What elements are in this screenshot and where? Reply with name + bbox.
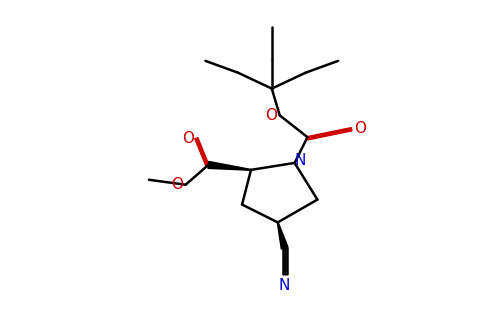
Polygon shape bbox=[278, 222, 288, 249]
Text: O: O bbox=[265, 108, 277, 123]
Text: O: O bbox=[170, 177, 182, 192]
Text: O: O bbox=[354, 121, 366, 136]
Text: O: O bbox=[182, 131, 194, 146]
Text: N: N bbox=[279, 278, 290, 293]
Text: N: N bbox=[295, 153, 306, 168]
Polygon shape bbox=[208, 162, 251, 170]
